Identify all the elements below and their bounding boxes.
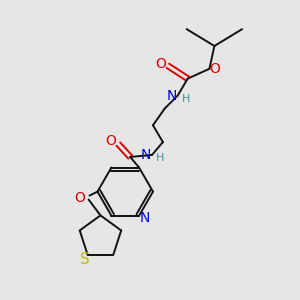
Text: O: O: [209, 62, 220, 76]
Text: N: N: [167, 88, 177, 103]
Text: N: N: [140, 211, 150, 225]
Text: H: H: [156, 153, 164, 163]
Text: H: H: [182, 94, 190, 104]
Text: O: O: [155, 57, 166, 71]
Text: O: O: [105, 134, 116, 148]
Text: S: S: [80, 252, 90, 267]
Text: N: N: [141, 148, 151, 162]
Text: O: O: [74, 190, 85, 205]
